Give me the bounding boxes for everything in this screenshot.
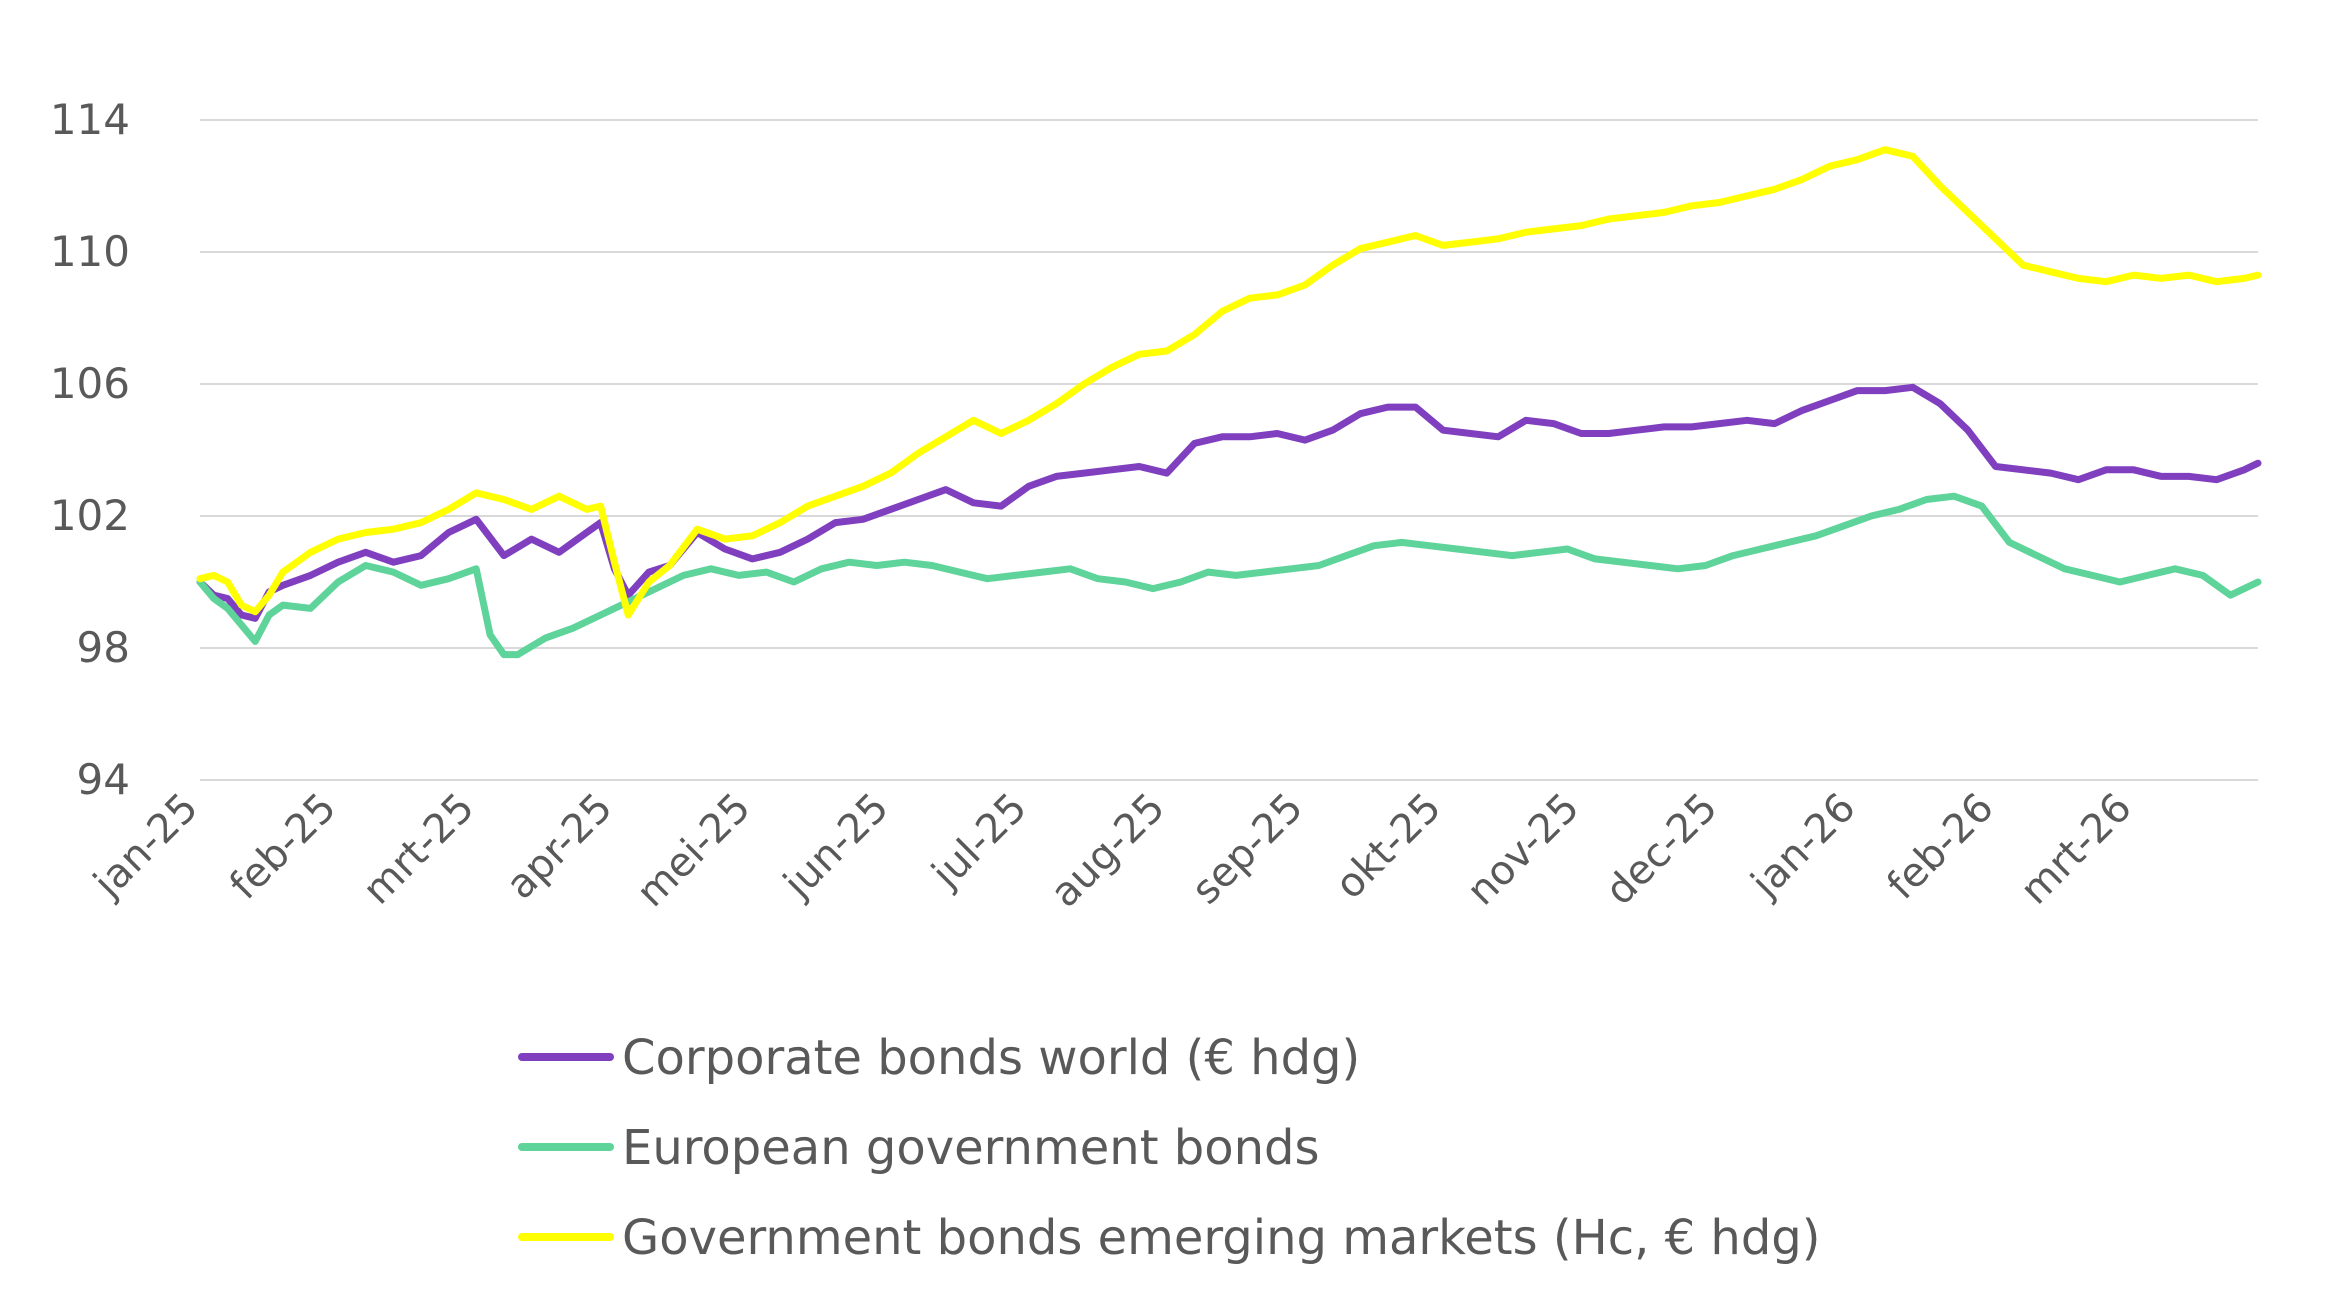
x-tick-label-apr-25: apr-25: [498, 785, 622, 909]
legend: Corporate bonds world (€ hdg) European go…: [518, 1030, 1820, 1266]
x-axis-ticks: jan-25 feb-25 mrt-25 apr-25 mei-25 jun-25 jul-…: [85, 785, 2141, 917]
y-tick-label-110: 110: [50, 227, 130, 276]
x-tick-label-feb-25: feb-25: [221, 785, 345, 909]
x-tick-label-mrt-25: mrt-25: [354, 785, 483, 914]
x-tick-label-aug-25: aug-25: [1042, 785, 1174, 917]
y-axis-ticks: 94 98 102 106 110 114: [50, 95, 130, 804]
series-line-2: [196, 492, 2262, 659]
y-tick-label-102: 102: [50, 491, 130, 540]
series-line-1: [196, 383, 2262, 622]
x-tick-label-nov-25: nov-25: [1458, 785, 1588, 915]
x-tick-label-dec-25: dec-25: [1597, 785, 1727, 915]
x-tick-label-mei-25: mei-25: [628, 785, 760, 917]
legend-label-1: Corporate bonds world (€ hdg): [622, 1030, 1360, 1086]
x-tick-label-jul-25: jul-25: [923, 785, 1036, 898]
legend-label-3: Government bonds emerging markets (Hc, €…: [622, 1210, 1820, 1266]
series-lines: [196, 146, 2262, 659]
x-tick-label-mrt-26: mrt-26: [2012, 785, 2141, 914]
x-tick-label-sep-25: sep-25: [1183, 785, 1312, 914]
y-tick-label-106: 106: [50, 359, 130, 408]
y-tick-label-98: 98: [77, 623, 130, 672]
legend-label-2: European government bonds: [622, 1120, 1320, 1176]
x-tick-label-jan-26: jan-26: [1742, 785, 1865, 908]
x-tick-label-okt-25: okt-25: [1327, 785, 1451, 909]
y-tick-label-114: 114: [50, 95, 130, 144]
y-tick-label-94: 94: [77, 755, 130, 804]
gridlines: [200, 119, 2258, 781]
x-tick-label-jun-25: jun-25: [775, 785, 898, 908]
x-tick-label-feb-26: feb-26: [1879, 785, 2003, 909]
series-line-3: [196, 146, 2262, 619]
